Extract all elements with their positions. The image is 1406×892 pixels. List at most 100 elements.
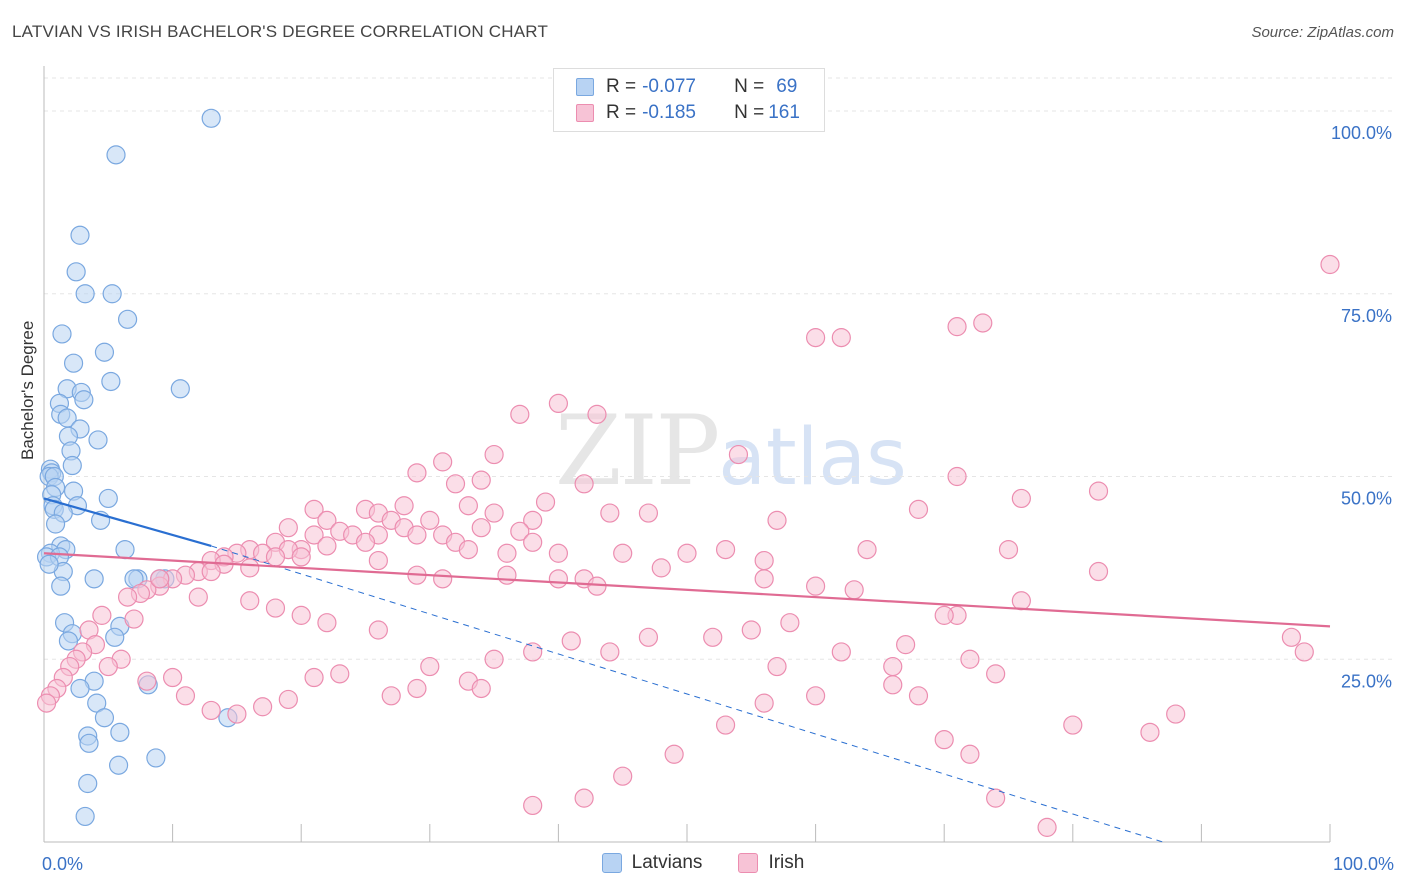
irish-point <box>548 569 569 589</box>
irish-point <box>1011 488 1031 509</box>
irish-r-label: R = <box>606 102 637 123</box>
latvian-point <box>79 733 99 753</box>
irish-point <box>201 700 221 721</box>
irish-point <box>986 788 1006 808</box>
irish-point <box>960 744 980 764</box>
latvian-point <box>146 748 166 768</box>
irish-point <box>458 539 478 560</box>
irish-point <box>587 404 607 424</box>
irish-point <box>780 613 800 633</box>
irish-point <box>368 550 388 571</box>
irish-point <box>535 492 556 512</box>
irish-point <box>355 532 376 552</box>
irish-point <box>227 704 247 724</box>
latvian-point <box>45 514 66 534</box>
irish-point <box>1140 722 1160 742</box>
irish-point <box>638 503 659 523</box>
latvian-point <box>105 627 125 647</box>
latvian-point <box>106 145 126 165</box>
irish-point <box>317 613 337 633</box>
irish-point <box>407 678 427 699</box>
irish-legend-label: Irish <box>768 852 805 873</box>
irish-point <box>883 656 903 677</box>
irish-point <box>368 620 388 640</box>
irish-point <box>548 543 569 563</box>
irish-point <box>1294 642 1314 662</box>
irish-point <box>265 598 286 618</box>
irish-n-label: N = <box>734 102 765 123</box>
irish-point <box>278 518 298 538</box>
irish-point <box>831 642 851 662</box>
irish-point <box>805 328 826 348</box>
irish-point <box>1063 715 1083 735</box>
irish-point <box>420 510 440 530</box>
irish-point <box>908 499 929 519</box>
latvian-point <box>98 488 118 509</box>
irish-point <box>523 532 543 552</box>
irish-point <box>188 587 208 607</box>
watermark-atlas: atlas <box>718 413 907 503</box>
irish-point <box>651 558 671 578</box>
x-tick-label: 0.0% <box>42 854 83 874</box>
irish-point <box>998 539 1019 560</box>
irish-point <box>587 576 607 596</box>
irish-n-value: 161 <box>768 102 800 123</box>
irish-point <box>754 693 774 713</box>
chart-source: Source: ZipAtlas.com <box>1251 24 1394 41</box>
irish-point <box>510 404 530 424</box>
irish-point <box>265 547 286 567</box>
irish-point <box>767 656 787 677</box>
irish-point <box>317 536 337 556</box>
irish-point <box>831 328 851 348</box>
irish-point <box>253 697 273 717</box>
irish-trend-line <box>43 552 1331 628</box>
irish-point <box>137 671 157 691</box>
latvian-point <box>78 773 98 794</box>
latvian-trend-extension <box>211 545 1163 843</box>
irish-point <box>471 518 491 538</box>
irish-point <box>1320 254 1340 275</box>
irish-point <box>677 543 697 563</box>
irish-point <box>548 393 569 413</box>
irish-point <box>638 627 659 647</box>
latvians-r-value: -0.077 <box>642 76 696 97</box>
irish-point <box>445 474 466 494</box>
irish-point <box>1088 561 1109 582</box>
irish-point <box>278 689 298 710</box>
irish-point <box>523 510 543 530</box>
irish-point <box>561 631 581 651</box>
latvian-point <box>84 569 104 589</box>
irish-point <box>163 667 183 688</box>
irish-point <box>728 444 749 465</box>
irish-point <box>484 503 504 523</box>
irish-point <box>394 496 414 516</box>
irish-point <box>883 675 903 695</box>
irish-point <box>124 609 144 629</box>
irish-point <box>484 649 504 669</box>
latvian-point <box>201 108 221 128</box>
irish-point <box>741 620 761 640</box>
legend-item-latvians[interactable]: Latvians <box>601 852 702 874</box>
latvian-point <box>110 722 130 742</box>
latvian-point <box>117 309 138 329</box>
irish-legend-swatch <box>738 853 759 873</box>
irish-point <box>947 317 967 337</box>
irish-point <box>715 715 736 735</box>
irish-point <box>433 569 453 589</box>
latvian-point <box>94 708 115 728</box>
irish-point <box>117 587 138 607</box>
latvian-point <box>88 430 108 450</box>
irish-point <box>304 525 324 545</box>
latvian-point <box>70 678 90 699</box>
legend-item-irish[interactable]: Irish <box>738 852 804 874</box>
latvian-trend-line <box>43 497 212 548</box>
irish-point <box>947 466 967 487</box>
irish-point <box>960 649 980 669</box>
irish-point <box>291 547 311 567</box>
latvian-point <box>74 390 94 410</box>
irish-point <box>304 499 324 519</box>
latvian-point <box>39 554 59 574</box>
irish-point <box>92 605 112 625</box>
irish-point <box>986 664 1006 684</box>
irish-point <box>703 627 723 647</box>
